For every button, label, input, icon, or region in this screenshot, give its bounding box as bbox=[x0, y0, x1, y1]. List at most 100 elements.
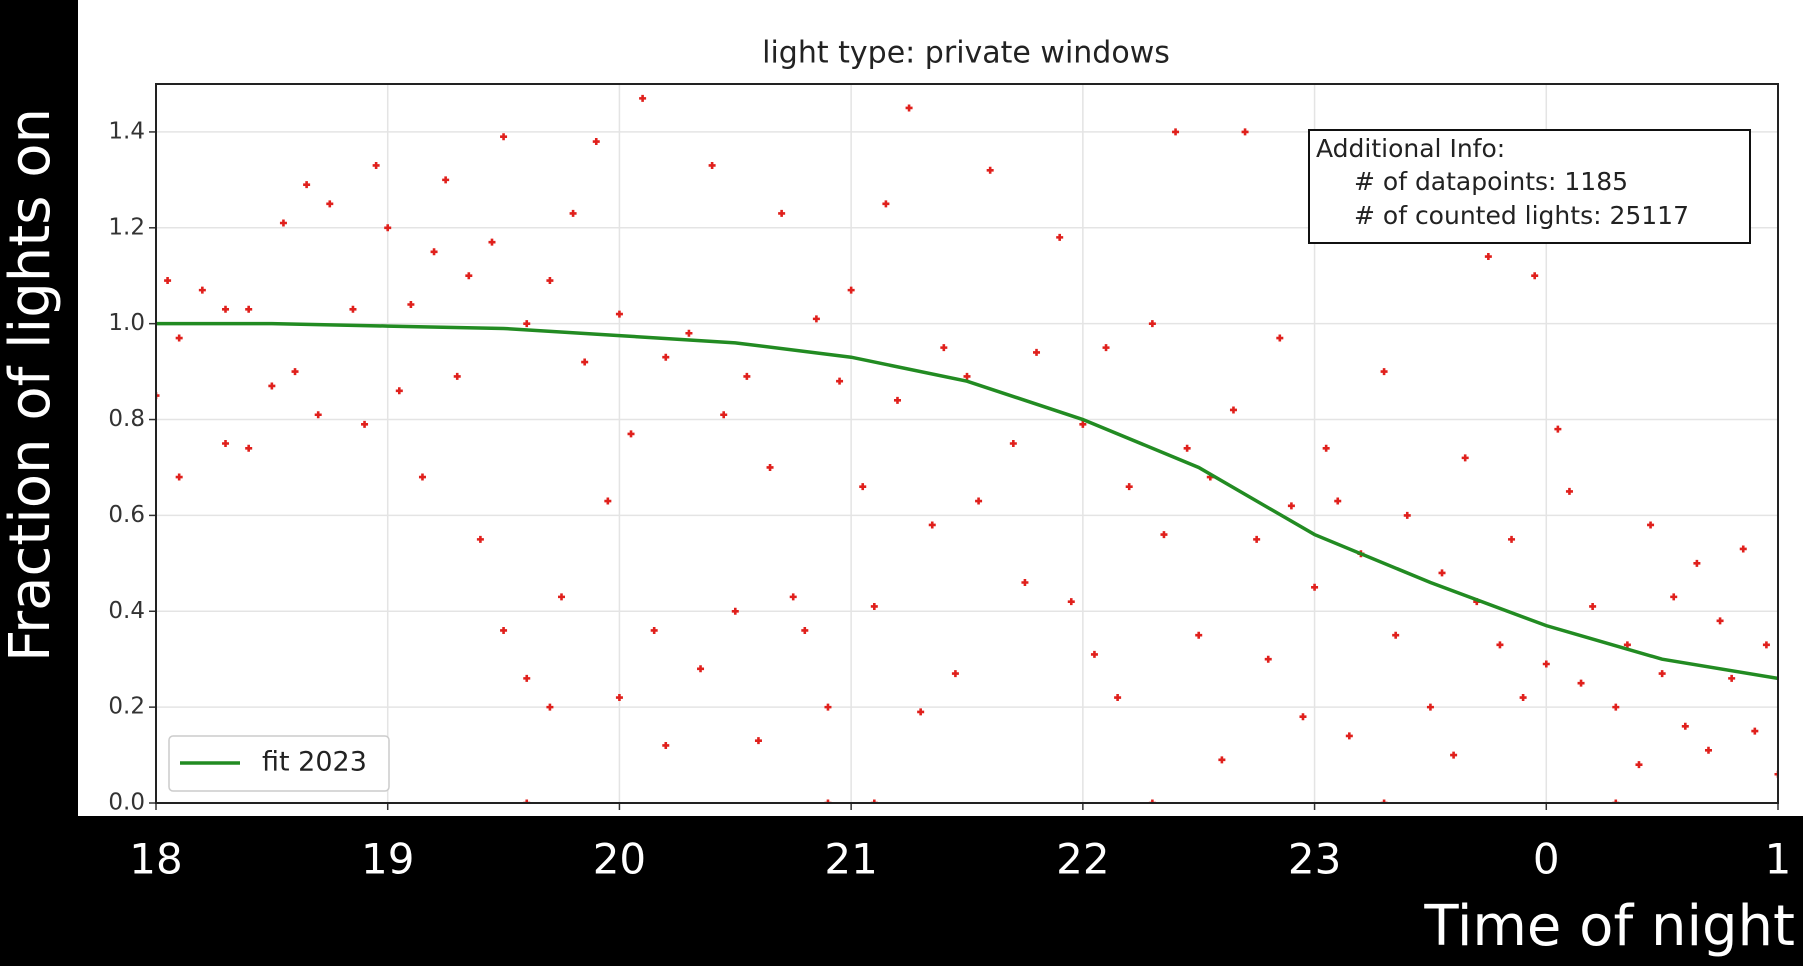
scatter-point bbox=[395, 387, 403, 395]
scatter-point bbox=[975, 497, 983, 505]
scatter-point bbox=[639, 94, 647, 102]
scatter-point bbox=[1519, 694, 1527, 702]
scatter-point bbox=[859, 483, 867, 491]
scatter-point bbox=[175, 473, 183, 481]
scatter-point bbox=[1426, 703, 1434, 711]
scatter-point bbox=[407, 300, 415, 308]
scatter-point bbox=[488, 238, 496, 246]
scatter-point bbox=[1160, 531, 1168, 539]
scatter-point bbox=[1311, 583, 1319, 591]
scatter-point bbox=[1276, 334, 1284, 342]
scatter-point bbox=[940, 344, 948, 352]
y-tick-label: 1.2 bbox=[108, 214, 145, 240]
y-tick-label: 0.6 bbox=[108, 502, 145, 528]
scatter-point bbox=[558, 593, 565, 601]
scatter-point bbox=[1253, 535, 1261, 543]
scatter-point bbox=[156, 392, 160, 400]
scatter-point bbox=[1183, 444, 1191, 452]
scatter-point bbox=[1461, 454, 1469, 462]
scatter-point bbox=[222, 440, 230, 447]
info-title: Additional Info: bbox=[1316, 134, 1505, 163]
scatter-point bbox=[418, 473, 426, 481]
scatter-point bbox=[1125, 483, 1133, 491]
scatter-point bbox=[1450, 751, 1458, 759]
scatter-point bbox=[824, 799, 832, 803]
y-tick-label: 0.4 bbox=[108, 598, 145, 624]
scatter-point bbox=[314, 411, 322, 419]
scatter-point bbox=[1322, 444, 1330, 452]
scatter-point bbox=[291, 368, 299, 376]
scatter-point bbox=[1508, 535, 1516, 543]
scatter-point bbox=[1114, 694, 1122, 702]
scatter-point bbox=[627, 430, 635, 438]
info-box bbox=[1308, 129, 1751, 244]
scatter-point bbox=[349, 305, 357, 313]
scatter-point bbox=[720, 411, 728, 419]
scatter-point bbox=[1056, 233, 1064, 241]
scatter-point bbox=[1612, 703, 1620, 711]
legend-label: fit 2023 bbox=[262, 747, 367, 778]
scatter-point bbox=[523, 674, 531, 682]
scatter-point bbox=[766, 463, 774, 471]
scatter-point bbox=[569, 209, 577, 217]
scatter-point bbox=[1658, 670, 1666, 678]
scatter-point bbox=[905, 104, 913, 112]
scatter-point bbox=[523, 799, 531, 803]
scatter-point bbox=[1496, 641, 1504, 649]
scatter-point bbox=[1172, 128, 1180, 136]
scatter-point bbox=[893, 396, 901, 404]
scatter-point bbox=[1762, 641, 1770, 649]
scatter-point bbox=[268, 382, 276, 390]
scatter-point bbox=[963, 372, 971, 380]
scatter-point bbox=[430, 248, 438, 256]
scatter-point bbox=[1554, 425, 1562, 433]
fit-line bbox=[156, 321, 1778, 681]
scatter-point bbox=[928, 521, 936, 529]
scatter-point bbox=[1531, 272, 1539, 280]
scatter-point bbox=[546, 277, 554, 285]
scatter-point bbox=[442, 176, 450, 184]
scatter-point bbox=[1716, 617, 1724, 625]
scatter-point bbox=[523, 320, 531, 328]
scatter-point bbox=[1229, 406, 1237, 414]
scatter-point bbox=[847, 286, 855, 294]
scatter-point bbox=[581, 358, 589, 366]
scatter-point bbox=[453, 372, 461, 380]
scatter-point bbox=[1264, 655, 1272, 663]
scatter-point bbox=[245, 444, 253, 452]
scatter-point bbox=[951, 670, 959, 678]
scatter-point bbox=[708, 161, 716, 169]
scatter-point bbox=[870, 799, 878, 803]
scatter-point bbox=[615, 694, 623, 702]
scatter-point bbox=[836, 377, 844, 385]
y-tick-label: 0.2 bbox=[108, 694, 145, 720]
scatter-point bbox=[1681, 722, 1689, 730]
x-tick-label: 18 bbox=[129, 835, 182, 884]
scatter-point bbox=[1739, 545, 1747, 553]
scatter-point bbox=[1241, 128, 1249, 136]
scatter-point bbox=[592, 138, 600, 146]
scatter-point bbox=[361, 420, 369, 428]
x-tick-label: 20 bbox=[593, 835, 646, 884]
scatter-point bbox=[1751, 727, 1759, 735]
x-tick-label: 19 bbox=[361, 835, 414, 884]
x-tick-label: 21 bbox=[824, 835, 877, 884]
y-tick-label: 0.8 bbox=[108, 406, 145, 432]
scatter-point bbox=[1542, 660, 1550, 668]
scatter-point bbox=[476, 535, 484, 543]
scatter-point bbox=[1102, 344, 1110, 352]
scatter-point bbox=[384, 224, 392, 232]
scatter-point bbox=[279, 219, 287, 227]
scatter-point bbox=[175, 334, 183, 342]
scatter-point bbox=[500, 626, 508, 634]
scatter-point bbox=[372, 161, 380, 169]
scatter-point bbox=[1577, 679, 1585, 687]
scatter-point bbox=[1079, 420, 1087, 428]
scatter-point bbox=[1612, 799, 1620, 803]
scatter-point bbox=[824, 703, 832, 711]
scatter-point bbox=[500, 133, 508, 141]
scatter-point bbox=[1728, 674, 1736, 682]
scatter-point bbox=[1148, 799, 1156, 803]
scatter-point bbox=[1067, 598, 1075, 606]
scatter-point bbox=[801, 626, 809, 634]
